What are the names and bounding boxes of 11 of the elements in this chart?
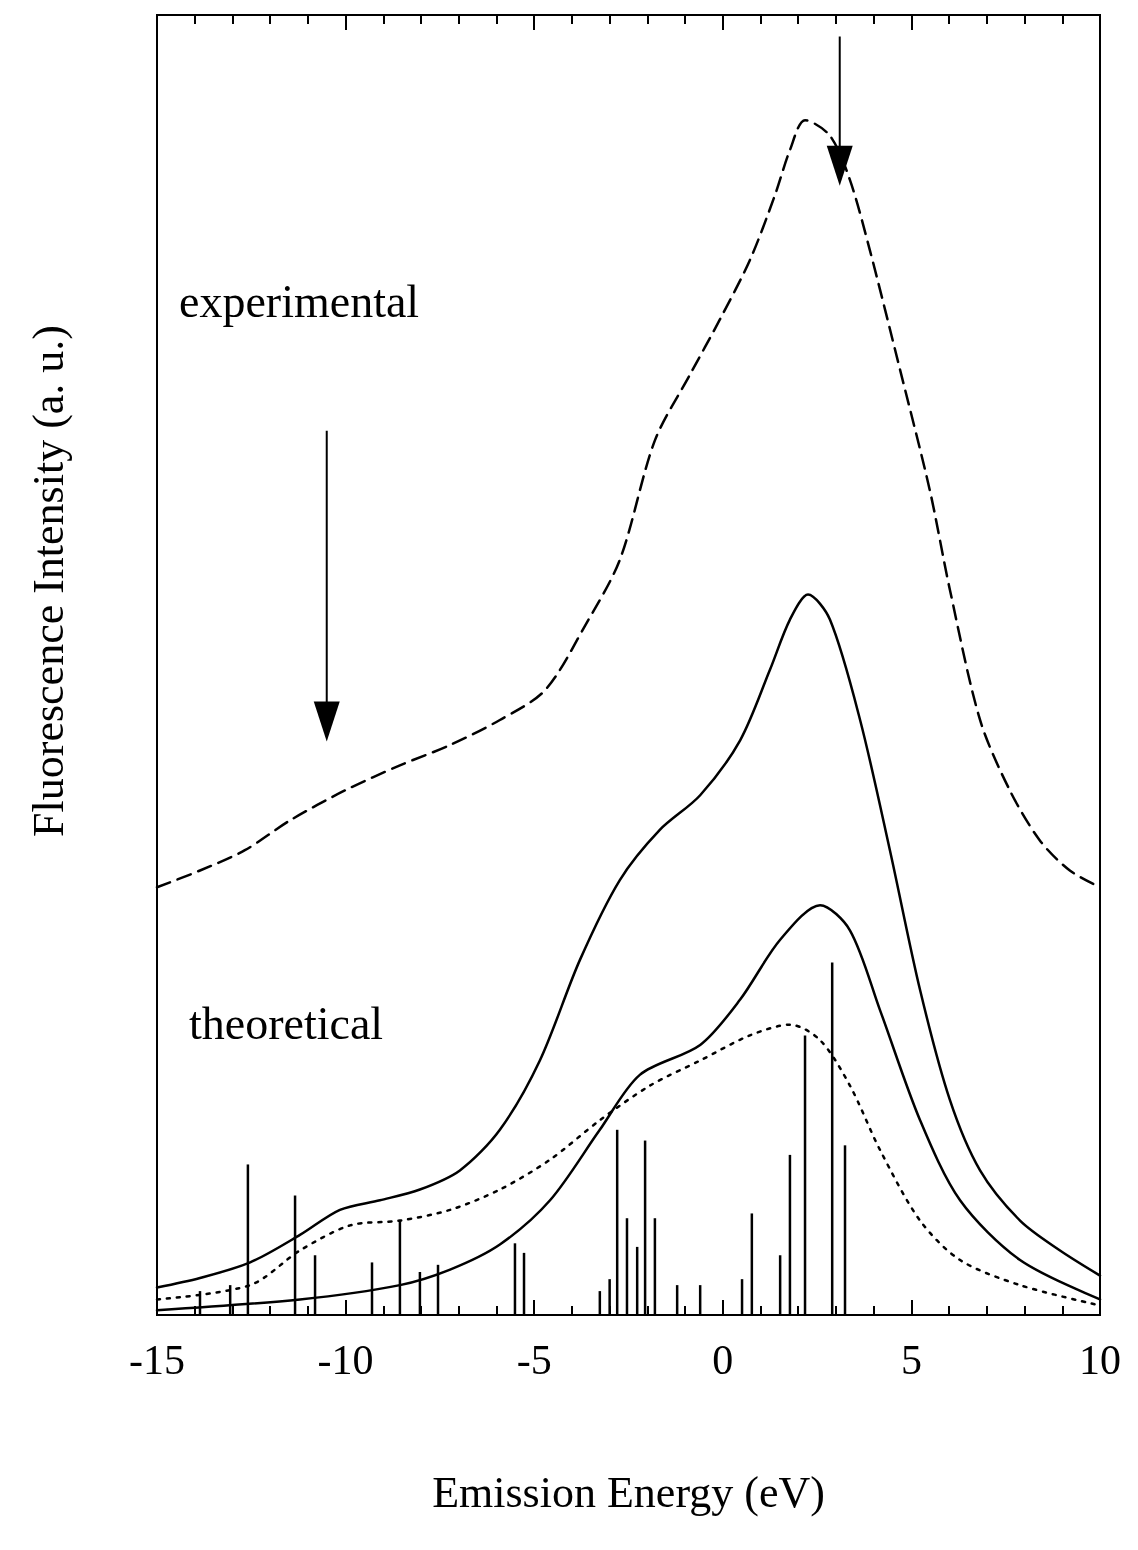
y-axis-title: Fluorescence Intensity (a. u.)	[23, 324, 73, 837]
x-tick-label: 5	[900, 1337, 922, 1383]
x-tick-label: 10	[1079, 1337, 1121, 1383]
x-tick-label: -10	[317, 1337, 374, 1383]
bar	[608, 1279, 611, 1315]
x-tick-label: -5	[516, 1337, 552, 1383]
annotation: experimental	[179, 275, 420, 327]
x-axis-title: Emission Energy (eV)	[432, 1467, 825, 1517]
x-tick-label: -15	[129, 1337, 185, 1383]
annotation: theoretical	[189, 997, 384, 1049]
x-tick-label: 0	[712, 1337, 734, 1383]
